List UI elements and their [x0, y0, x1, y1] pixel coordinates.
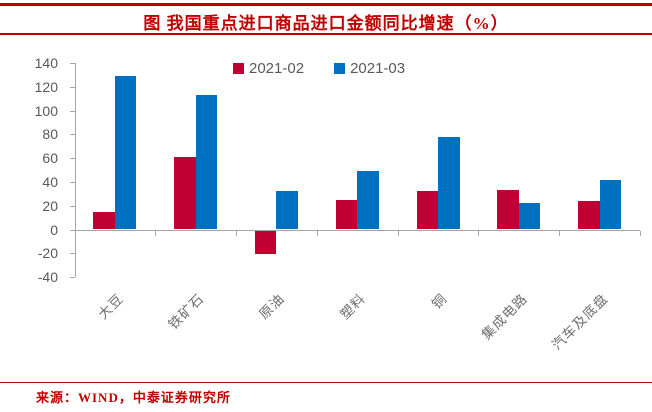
figure-title: 图 我国重点进口商品进口金额同比增速（%）: [143, 14, 509, 33]
x-axis-tick: [316, 230, 318, 236]
y-axis-tick: [69, 63, 75, 64]
y-axis-tick: [69, 158, 75, 160]
source-divider-line: [0, 381, 652, 383]
y-axis-tick: [69, 134, 75, 136]
x-axis-tick: [640, 230, 641, 236]
y-axis-tick: [69, 86, 75, 88]
bar-2021-02-铁矿石: [174, 156, 196, 230]
x-axis-tick: [478, 230, 480, 236]
y-axis-tick-label: 100: [34, 102, 58, 119]
bar-2021-02-汽车及底盘: [578, 200, 600, 230]
y-axis-tick-label: 0: [50, 221, 58, 238]
x-axis-tick: [155, 230, 157, 236]
x-axis-line: [74, 229, 640, 231]
bar-2021-03-塑料: [357, 171, 379, 230]
x-axis-category-label: 原油: [256, 290, 288, 322]
y-axis-tick: [69, 277, 75, 279]
legend-label: 2021-02: [249, 60, 305, 77]
y-axis-tick: [69, 253, 75, 255]
x-axis-tick: [236, 230, 238, 236]
title-divider-line: [0, 33, 652, 35]
legend-swatch-icon: [334, 63, 346, 74]
bar-2021-02-集成电路: [497, 190, 519, 230]
x-axis-category-label: 铜: [428, 290, 450, 312]
bar-2021-02-原油: [254, 230, 277, 255]
chart-legend: 2021-02 2021-03: [233, 61, 405, 76]
y-axis-tick: [69, 229, 75, 231]
bar-2021-03-铜: [438, 136, 460, 230]
x-axis-tick: [397, 230, 399, 236]
y-axis-tick-label: 60: [42, 150, 58, 167]
y-axis-tick-label: 40: [42, 173, 58, 190]
bar-2021-03-铁矿石: [195, 95, 218, 230]
bar-2021-02-铜: [416, 191, 439, 230]
y-axis-tick-label: 80: [42, 126, 58, 143]
x-axis-category-label: 汽车及底盘: [549, 290, 612, 353]
y-axis-line: [74, 63, 76, 278]
bar-2021-03-汽车及底盘: [599, 179, 622, 230]
bar-2021-02-大豆: [93, 211, 115, 230]
y-axis-tick: [69, 205, 75, 207]
x-axis-category-label: 集成电路: [478, 290, 531, 343]
y-axis-tick-label: -20: [37, 245, 58, 262]
y-axis-tick-label: 140: [34, 55, 58, 71]
legend-swatch-icon: [233, 63, 244, 74]
y-axis-tick-label: -40: [37, 269, 58, 286]
x-axis-category-label: 塑料: [337, 290, 369, 322]
y-axis-tick-label: 20: [42, 197, 58, 214]
y-axis-tick: [69, 181, 75, 183]
source-note: 来源：WIND，中泰证券研究所: [36, 390, 231, 405]
bar-2021-03-原油: [276, 191, 298, 230]
x-axis-tick: [559, 230, 561, 236]
top-divider-line: [0, 3, 652, 6]
x-axis-category-label: 铁矿石: [165, 290, 208, 333]
bar-chart: 140 120 100 80 60 40 20 0 -20 -40 大豆 铁矿石 原油 塑料 铜 集成电路 汽车…: [34, 55, 641, 353]
bar-2021-02-塑料: [335, 199, 358, 230]
legend-item-2021-02: 2021-02: [233, 61, 304, 76]
legend-item-2021-03: 2021-03: [334, 61, 405, 76]
legend-label: 2021-03: [350, 60, 406, 77]
x-axis-category-label: 大豆: [95, 290, 127, 322]
y-axis-tick-label: 120: [34, 78, 58, 95]
bar-2021-03-大豆: [114, 76, 137, 230]
y-axis-tick: [69, 110, 75, 112]
bar-2021-03-集成电路: [518, 203, 541, 230]
